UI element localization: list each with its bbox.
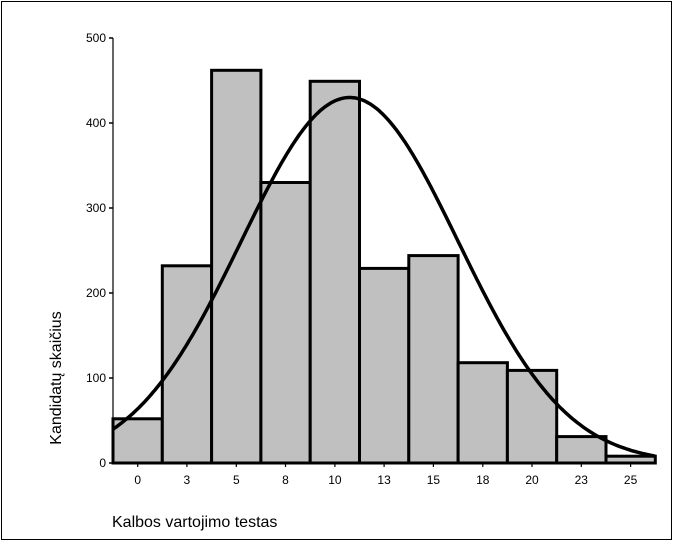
bar-5 — [210, 68, 263, 465]
y-tick-label-200: 200 — [86, 286, 106, 300]
y-tick-label-500: 500 — [86, 31, 106, 45]
x-tick-label-6: 15 — [427, 473, 441, 487]
bar-10 — [308, 79, 362, 465]
x-tick-label-7: 18 — [476, 473, 490, 487]
bar-15 — [407, 254, 460, 465]
x-tick-label-2: 5 — [233, 473, 240, 487]
x-tick-label-10: 25 — [624, 473, 638, 487]
y-tick-label-300: 300 — [86, 201, 106, 215]
bars-layer — [111, 68, 657, 465]
normal-curve — [111, 95, 656, 458]
x-tick-label-0: 0 — [134, 473, 141, 487]
bar-8 — [259, 181, 312, 465]
bar-13 — [358, 266, 411, 465]
bar-20 — [505, 368, 559, 465]
x-tick-label-4: 10 — [328, 473, 342, 487]
bar-18 — [456, 361, 509, 465]
x-tick-label-3: 8 — [282, 473, 289, 487]
x-tick-label-1: 3 — [184, 473, 191, 487]
bar-3 — [160, 264, 214, 465]
bar-25 — [604, 454, 657, 465]
x-tick-label-5: 13 — [377, 473, 391, 487]
x-axis-title: Kalbos vartojimo testas — [112, 514, 277, 531]
curve-layer — [111, 95, 656, 458]
x-tick-label-9: 23 — [575, 473, 589, 487]
y-tick-label-400: 400 — [86, 116, 106, 130]
y-tick-label-0: 0 — [99, 456, 106, 470]
bar-23 — [555, 435, 608, 465]
y-axis-title: Kandidatų skaičius — [48, 311, 65, 444]
x-tick-label-8: 20 — [525, 473, 539, 487]
x-ticks: 0 3 5 8 10 13 15 18 20 23 25 — [134, 463, 638, 487]
y-ticks: 0 100 200 300 400 500 — [86, 31, 113, 470]
y-tick-label-100: 100 — [86, 371, 106, 385]
